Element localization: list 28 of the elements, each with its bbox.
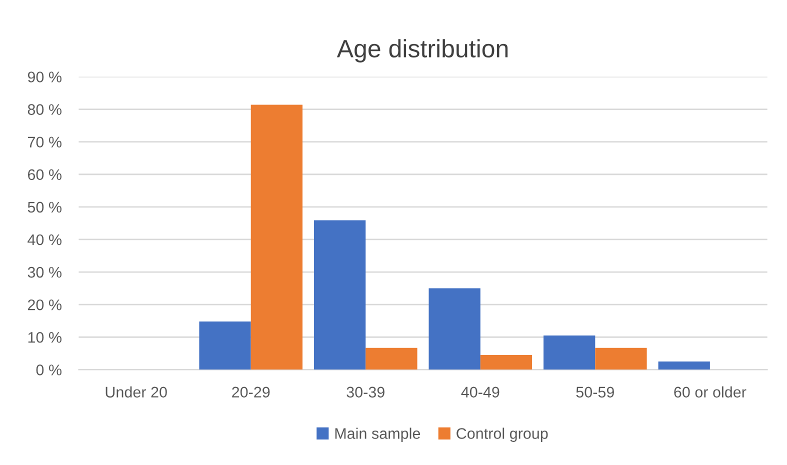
x-tick-label: 20-29 xyxy=(232,386,270,398)
y-tick-label: 90 % xyxy=(28,72,62,82)
x-tick-label: Under 20 xyxy=(106,386,167,398)
y-tick-label: 40 % xyxy=(28,234,62,246)
y-tick-label: 70 % xyxy=(28,136,62,148)
bar xyxy=(480,355,532,370)
y-tick-label: 30 % xyxy=(28,266,62,278)
x-tick-label: 60 or older xyxy=(674,386,746,398)
bar xyxy=(366,348,418,370)
y-tick-label: 60 % xyxy=(28,169,62,180)
chart-title: Age distribution xyxy=(336,39,508,62)
y-tick-label: 10 % xyxy=(28,332,62,343)
x-tick-label: 30-39 xyxy=(346,386,384,398)
bar xyxy=(595,348,647,370)
x-tick-label: 40-49 xyxy=(461,386,500,398)
bar xyxy=(658,362,710,370)
bar xyxy=(314,220,366,370)
x-tick-label: 50-59 xyxy=(576,386,614,398)
y-tick-label: 80 % xyxy=(28,104,62,115)
legend-label: Main sample xyxy=(335,428,420,442)
bar xyxy=(544,336,596,370)
bar xyxy=(250,104,303,370)
y-tick-label: 20 % xyxy=(28,299,62,310)
y-tick-label: 50 % xyxy=(28,202,62,213)
bar xyxy=(428,288,480,370)
bar xyxy=(199,322,251,370)
legend-label: Control group xyxy=(456,428,548,442)
y-tick-label: 0 % xyxy=(36,364,62,376)
